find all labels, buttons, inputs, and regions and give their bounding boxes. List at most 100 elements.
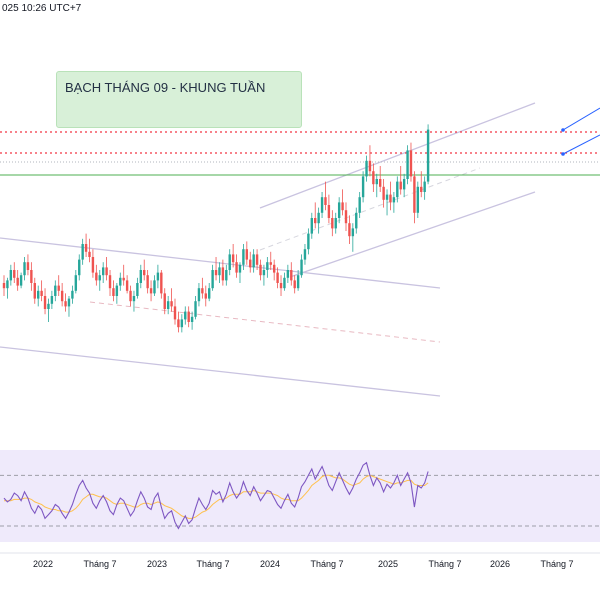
candle-body (406, 150, 409, 179)
candle-body (146, 275, 149, 289)
candle-body (365, 160, 368, 177)
candle-body (74, 275, 78, 291)
candle-body (190, 316, 194, 322)
candle-body (37, 290, 40, 299)
channel-up-lower (289, 191, 536, 278)
candle-body (228, 254, 231, 270)
candle-body (78, 259, 81, 276)
candle-body (300, 259, 303, 276)
candle-body (13, 270, 16, 278)
candle-body (355, 212, 358, 229)
candle-body (252, 254, 255, 268)
candle-body (283, 277, 286, 289)
candle-body (204, 293, 207, 299)
candle-body (231, 254, 235, 263)
candle-body (139, 270, 142, 283)
candle-body (242, 249, 245, 265)
candle-body (402, 179, 406, 190)
candle-body (197, 288, 201, 302)
candle-body (358, 197, 361, 213)
candle-body (47, 303, 50, 309)
rsi-band (0, 450, 600, 542)
candle-body (218, 267, 221, 276)
candle-body (276, 272, 279, 283)
candle-body (211, 270, 214, 289)
candle-body (2, 283, 6, 289)
candle-body (214, 270, 218, 276)
candle-body (266, 262, 269, 270)
candle-body (129, 290, 132, 302)
candle-body (396, 181, 399, 198)
candle-body (259, 264, 262, 276)
candle-body (184, 311, 187, 320)
channel-down-mid (89, 301, 441, 343)
candle-body (166, 301, 170, 309)
candle-body (385, 194, 389, 200)
candle-body (399, 181, 402, 190)
candle-body (361, 176, 365, 198)
candle-body (180, 319, 184, 328)
candle-body (9, 270, 13, 281)
candle-body (351, 228, 355, 237)
arrow-upper (562, 107, 600, 131)
candles-group (2, 124, 430, 333)
candle-body (19, 275, 23, 286)
candle-body (382, 186, 385, 200)
candle-body (320, 197, 324, 213)
candle-body (64, 301, 67, 307)
candle-body (33, 283, 36, 299)
candle-body (426, 129, 430, 182)
channel-up-mid (259, 167, 481, 251)
candle-body (153, 280, 156, 294)
candle-body (160, 272, 163, 294)
candle-body (379, 179, 382, 187)
candle-body (272, 264, 276, 273)
candle-body (30, 270, 33, 283)
candle-body (26, 262, 30, 270)
x-tick-label: Tháng 7 (540, 559, 573, 569)
candle-body (255, 254, 259, 265)
candle-body (105, 267, 108, 276)
candle-body (156, 272, 160, 281)
candle-body (50, 296, 54, 304)
candle-body (71, 290, 74, 299)
candle-body (60, 290, 64, 302)
candle-body (57, 285, 60, 291)
x-tick-label: Tháng 7 (196, 559, 229, 569)
candle-body (122, 277, 125, 281)
candle-body (279, 283, 283, 289)
candle-body (327, 205, 331, 218)
candle-body (420, 186, 423, 192)
rsi-line (3, 461, 429, 530)
candle-body (303, 249, 307, 260)
candle-body (296, 275, 300, 289)
x-tick-label: Tháng 7 (310, 559, 343, 569)
x-tick-label: 2022 (33, 559, 53, 569)
candle-body (16, 277, 19, 286)
annotation-title: BẠCH THÁNG 09 - KHUNG TUẦN (65, 80, 266, 95)
candle-body (225, 270, 228, 281)
channel-up-upper (259, 102, 536, 209)
candle-body (194, 301, 197, 317)
candle-body (40, 290, 43, 296)
candle-body (307, 233, 310, 250)
candle-body (221, 267, 225, 281)
x-tick-label: Tháng 7 (83, 559, 116, 569)
candle-body (341, 202, 344, 211)
rsi-group (3, 461, 429, 530)
candle-body (348, 223, 351, 237)
annotation-box[interactable]: BẠCH THÁNG 09 - KHUNG TUẦN (56, 71, 302, 128)
x-tick-label: 2025 (378, 559, 398, 569)
candle-body (170, 301, 173, 307)
candle-body (269, 262, 272, 265)
candle-body (119, 277, 122, 286)
candle-body (238, 264, 242, 273)
candle-body (177, 319, 180, 328)
candle-body (163, 293, 166, 309)
x-tick-label: 2024 (260, 559, 280, 569)
candle-body (115, 285, 119, 296)
candle-body (54, 285, 57, 296)
candle-body (84, 244, 88, 252)
candle-body (389, 194, 392, 203)
